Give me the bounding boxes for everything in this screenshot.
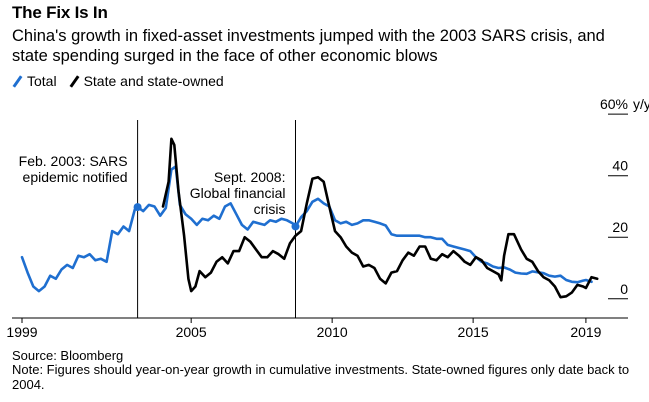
x-tick-label: 2019 xyxy=(570,324,601,340)
x-tick-label: 2005 xyxy=(176,324,207,340)
event-marker xyxy=(133,203,142,212)
x-tick-label: 2015 xyxy=(458,324,489,340)
annotation-text: epidemic notified xyxy=(23,169,128,185)
y-unit-label: y/y xyxy=(633,96,649,112)
legend-item-total: Total xyxy=(12,73,57,89)
footnote: Note: Figures should year-on-year growth… xyxy=(12,362,630,392)
chart-title: The Fix Is In xyxy=(12,3,108,22)
x-tick-label: 1999 xyxy=(6,324,37,340)
legend-label-total: Total xyxy=(27,73,57,89)
y-tick-label: 0 xyxy=(620,281,628,297)
legend-label-state-owned: State and state-owned xyxy=(83,73,224,89)
annotation-text: crisis xyxy=(254,201,286,217)
event-marker xyxy=(291,222,300,231)
y-tick-label: 60% xyxy=(600,96,628,112)
annotation-text: Feb. 2003: SARS xyxy=(19,153,128,169)
annotation-text: Global financial xyxy=(190,185,286,201)
series-line-state-owned xyxy=(161,137,599,299)
chart-subtitle: China's growth in fixed-asset investment… xyxy=(12,27,605,65)
series-line-total xyxy=(20,165,593,293)
source-note: Source: Bloomberg xyxy=(12,348,124,363)
legend-item-state-owned: State and state-owned xyxy=(69,73,224,89)
annotation-text: Sept. 2008: xyxy=(214,169,286,185)
x-tick-label: 2010 xyxy=(317,324,348,340)
y-tick-label: 40 xyxy=(612,158,628,174)
legend: Total State and state-owned xyxy=(12,73,236,89)
y-tick-label: 20 xyxy=(612,219,628,235)
